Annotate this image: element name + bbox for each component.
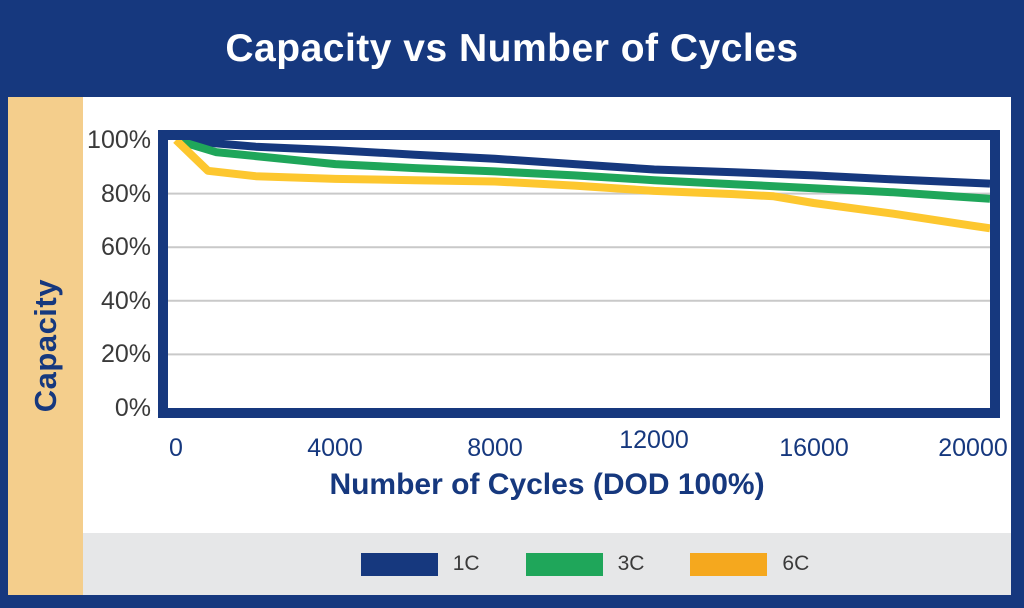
y-tick-label-40: 40% <box>100 287 151 315</box>
x-axis-title: Number of Cycles (DOD 100%) <box>329 468 765 501</box>
legend-label-3C: 3C <box>617 552 645 575</box>
page-title: Capacity vs Number of Cycles <box>225 26 799 70</box>
y-tick-label-80: 80% <box>100 180 151 208</box>
legend-swatch-1C <box>360 552 438 576</box>
series-line-1C <box>175 140 990 188</box>
x-axis-tick-labels: 0 4000 8000 12000 16000 20000 <box>83 97 1011 477</box>
legend-label-1C: 1C <box>452 552 480 575</box>
y-tick-label-20: 20% <box>100 340 151 368</box>
y-axis-title: Capacity <box>27 279 63 413</box>
y-axis-strip: Capacity <box>8 97 83 595</box>
x-tick-label-8000: 8000 <box>467 434 523 462</box>
legend: 1C 3C 6C <box>83 533 1011 595</box>
header-banner: Capacity vs Number of Cycles <box>0 0 1024 97</box>
x-tick-label-0: 0 <box>169 434 183 462</box>
legend-item-1C: 1C <box>360 552 480 576</box>
plot-area <box>158 130 1000 418</box>
legend-item-3C: 3C <box>525 552 645 576</box>
legend-swatch-6C <box>690 552 768 576</box>
legend-item-6C: 6C <box>690 552 809 576</box>
plot-canvas <box>168 140 990 356</box>
chart-panel: 100% 80% 60% 40% 20% 0% 0 4000 8000 12000 16000 20… <box>83 97 1011 595</box>
x-tick-label-16000: 16000 <box>779 434 849 462</box>
legend-swatch-3C <box>525 552 603 576</box>
series-line-3C <box>174 140 990 203</box>
y-axis-tick-labels: 100% 80% 60% 40% 20% 0% <box>83 97 151 437</box>
y-tick-label-0: 0% <box>114 394 151 422</box>
y-tick-label-60: 60% <box>100 233 151 261</box>
x-tick-label-4000: 4000 <box>307 434 363 462</box>
series-line-6C <box>173 140 990 233</box>
x-tick-label-12000: 12000 <box>619 426 689 454</box>
y-tick-label-100: 100% <box>87 126 151 154</box>
x-tick-label-20000: 20000 <box>938 434 1008 462</box>
legend-label-6C: 6C <box>782 552 810 575</box>
